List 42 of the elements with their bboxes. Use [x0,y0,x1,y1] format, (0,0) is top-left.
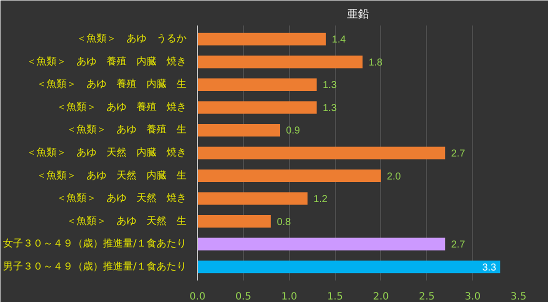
bar [198,124,280,136]
bar [198,260,500,274]
data-label: 1.3 [322,80,338,92]
y-tick-label: 女子３０～４９（歳）推進量/１食あたり [3,238,187,250]
data-label: 2.7 [451,240,466,251]
bar [198,192,308,205]
x-tick-label: 2.5 [418,292,435,302]
bar [198,215,271,228]
y-tick-label: ＜魚類＞ あゆ 養殖 生 [66,124,186,136]
y-tick-label: ＜魚類＞ あゆ 養殖 焼き [56,100,186,113]
x-tick-label: 1.0 [281,292,298,302]
x-tick-label: 0.5 [235,292,252,302]
y-tick-label: ＜魚類＞ あゆ 養殖 内臓 焼き [26,55,186,68]
data-label: 3.3 [482,262,497,274]
bar [198,78,317,91]
data-label: 0.8 [276,216,292,228]
data-label: 1.4 [332,34,346,46]
data-label: 1.8 [368,57,383,68]
x-tick-label: 0.0 [190,292,206,302]
y-tick-label: ＜魚類＞ あゆ 天然 内臓 生 [36,169,186,182]
data-label: 1.3 [322,102,338,114]
y-tick-label: ＜魚類＞ あゆ 天然 焼き [56,192,186,204]
bar [198,101,317,114]
bar [198,32,326,46]
x-tick-label: 2.0 [372,292,389,302]
data-label: 1.2 [314,194,328,206]
data-label: 0.9 [286,126,300,137]
data-label: 2.7 [451,148,466,160]
x-tick-label: 3.0 [464,292,481,302]
bar [198,238,446,250]
chart-title: 亜鉛 [347,8,369,20]
y-tick-label: 男子３０～４９（歳）推進量/１食あたり [3,260,187,272]
x-tick-label: 1.5 [327,292,344,302]
y-tick-label: ＜魚類＞ あゆ 天然 内臓 焼き [26,146,186,158]
x-tick-label: 3.5 [510,292,526,302]
bar [198,146,446,160]
y-tick-label: ＜魚類＞ あゆ うるか [76,32,186,45]
y-tick-label: ＜魚類＞ あゆ 天然 生 [66,214,186,227]
bar [198,170,381,182]
bar [198,56,363,68]
data-label: 2.0 [386,171,402,182]
y-tick-label: ＜魚類＞ あゆ 養殖 内臓 生 [36,78,186,90]
